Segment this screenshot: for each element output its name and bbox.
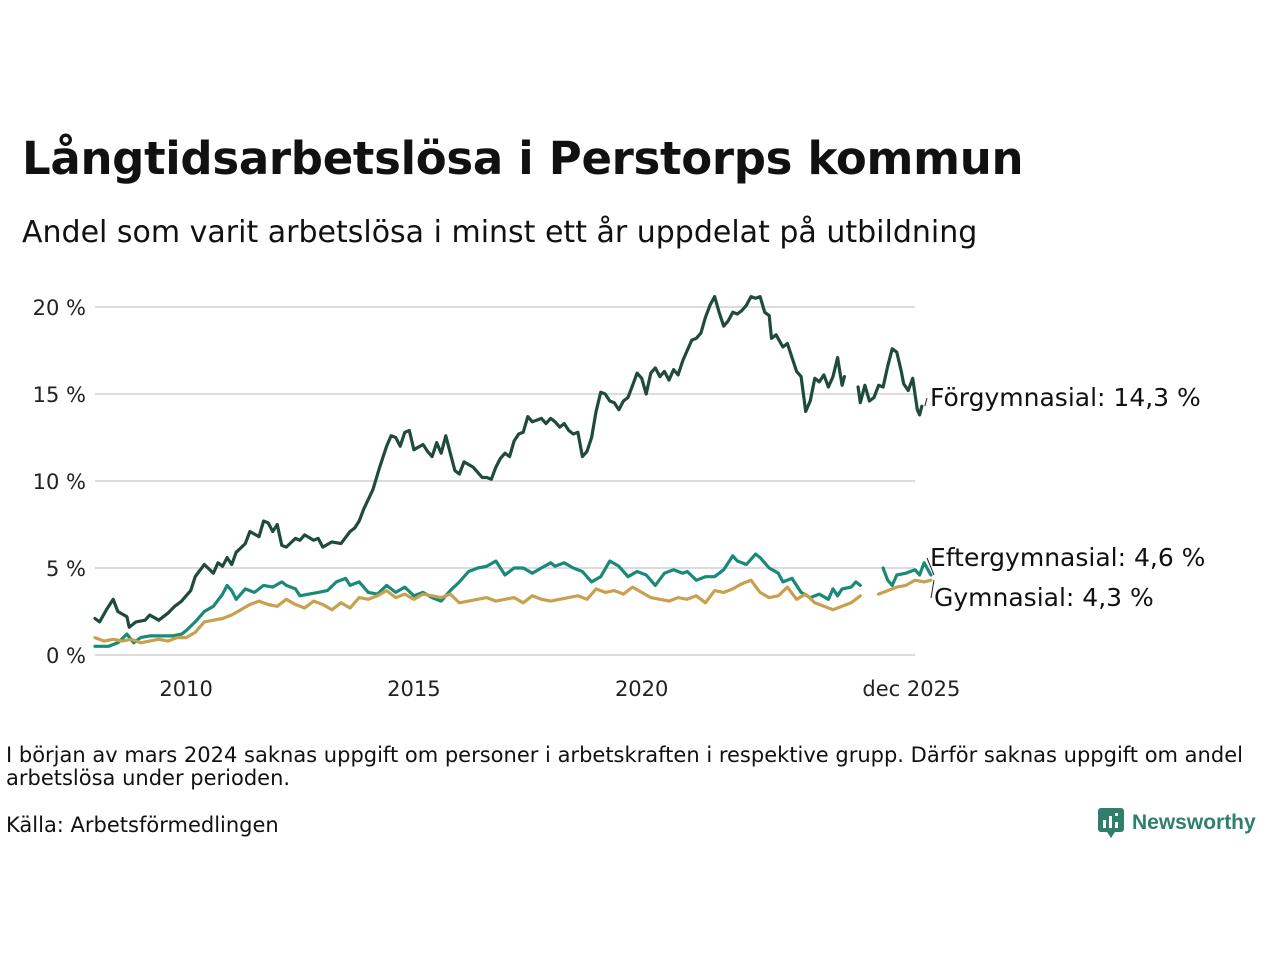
series-label-eftergymnasial: Eftergymnasial: 4,6 % bbox=[930, 543, 1205, 572]
y-tick-label: 10 % bbox=[33, 470, 86, 494]
series-line-eftergymnasial bbox=[93, 552, 933, 648]
line-chart: 0 % 5 % 10 % 15 % 20 % 2010 2015 2020 dec 2025 F… bbox=[33, 295, 1205, 701]
newsworthy-logo-icon bbox=[1098, 808, 1124, 838]
series-label-förgymnasial: Förgymnasial: 14,3 % bbox=[930, 383, 1201, 412]
series-label-gymnasial: Gymnasial: 4,3 % bbox=[934, 583, 1154, 612]
series-line-gymnasial bbox=[93, 578, 933, 645]
newsworthy-logo: Newsworthy bbox=[1098, 808, 1256, 838]
x-tick-label: 2020 bbox=[615, 677, 668, 701]
x-tick-label: dec 2025 bbox=[862, 677, 960, 701]
label-leader-line bbox=[930, 580, 935, 599]
label-leader-line bbox=[924, 397, 928, 407]
footnote: I början av mars 2024 saknas uppgift om … bbox=[6, 743, 1243, 790]
series-line-förgymnasial bbox=[93, 295, 924, 629]
label-leader-line bbox=[926, 557, 935, 576]
x-tick-label: 2015 bbox=[387, 677, 440, 701]
chart-title: Långtidsarbetslösa i Perstorps kommun bbox=[22, 132, 1024, 185]
chart-subtitle: Andel som varit arbetslösa i minst ett å… bbox=[22, 215, 978, 250]
y-tick-label: 15 % bbox=[33, 383, 86, 407]
y-tick-label: 0 % bbox=[46, 644, 86, 668]
source-text: Källa: Arbetsförmedlingen bbox=[6, 813, 279, 837]
logo-text: Newsworthy bbox=[1132, 811, 1256, 834]
x-tick-label: 2010 bbox=[159, 677, 212, 701]
y-tick-label: 5 % bbox=[46, 557, 86, 581]
y-tick-label: 20 % bbox=[33, 296, 86, 320]
